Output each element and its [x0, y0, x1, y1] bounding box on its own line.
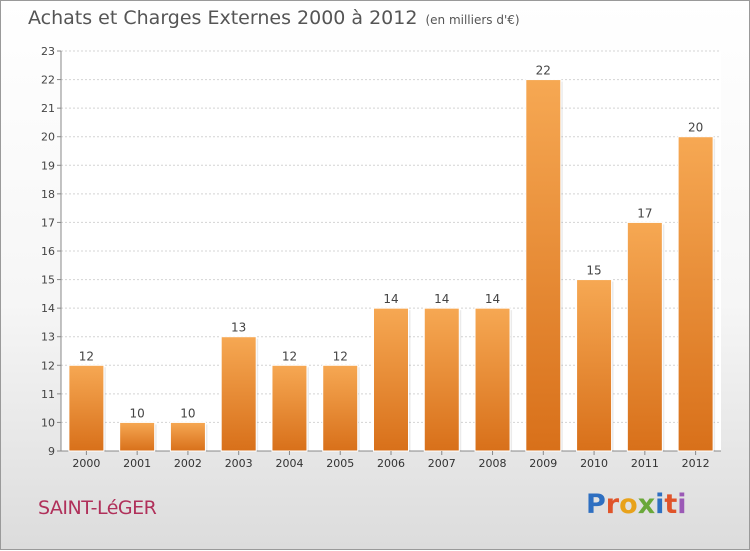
chart-title: Achats et Charges Externes 2000 à 2012 (e… — [28, 7, 520, 29]
place-name: SAINT-LéGER — [38, 497, 157, 519]
bar-2004 — [271, 364, 308, 452]
bar-2011 — [626, 221, 663, 452]
logo-letter: o — [619, 489, 638, 520]
x-tick-label: 2005 — [326, 457, 354, 470]
data-label: 12 — [333, 349, 348, 363]
data-label: 22 — [536, 64, 551, 78]
bar-2012 — [677, 136, 714, 452]
data-label: 15 — [586, 264, 601, 278]
data-label: 14 — [383, 292, 398, 306]
logo-letter: P — [586, 489, 606, 520]
logo-letter: r — [605, 489, 620, 520]
y-tick-label: 17 — [41, 216, 55, 229]
y-tick-label: 9 — [48, 445, 55, 458]
bar-2008 — [474, 307, 511, 452]
logo-letter: x — [637, 489, 656, 520]
x-tick-label: 2012 — [682, 457, 710, 470]
chart-title-text: Achats et Charges Externes 2000 à 2012 — [28, 7, 418, 29]
data-label: 20 — [688, 121, 703, 135]
y-tick-label: 12 — [41, 359, 55, 372]
x-tick-label: 2007 — [428, 457, 456, 470]
x-tick-label: 2011 — [631, 457, 659, 470]
bar-2010 — [576, 279, 613, 452]
x-tick-label: 2009 — [529, 457, 557, 470]
y-tick-label: 21 — [41, 102, 55, 115]
x-tick-label: 2008 — [479, 457, 507, 470]
y-tick-label: 14 — [41, 302, 55, 315]
y-tick-label: 19 — [41, 159, 55, 172]
logo-letter: i — [677, 489, 687, 520]
data-label: 14 — [434, 292, 449, 306]
bar-2003 — [220, 336, 257, 452]
data-label: 12 — [79, 349, 94, 363]
x-tick-label: 2000 — [72, 457, 100, 470]
y-tick-label: 16 — [41, 245, 55, 258]
y-tick-label: 18 — [41, 188, 55, 201]
y-tick-label: 23 — [41, 45, 55, 58]
bar-2007 — [423, 307, 460, 452]
bar-2005 — [322, 364, 359, 452]
x-tick-label: 2002 — [174, 457, 202, 470]
y-tick-label: 20 — [41, 131, 55, 144]
bar-2006 — [373, 307, 409, 452]
bar-2002 — [169, 421, 206, 452]
data-label: 17 — [637, 206, 652, 220]
x-tick-label: 2003 — [225, 457, 253, 470]
data-label: 13 — [231, 321, 246, 335]
bar-2000 — [68, 364, 105, 452]
logo-letter: t — [664, 489, 678, 520]
data-label: 10 — [180, 406, 195, 420]
x-tick-label: 2010 — [580, 457, 608, 470]
data-label: 12 — [282, 349, 297, 363]
chart-subtitle: (en milliers d'€) — [425, 13, 520, 27]
logo-letter: i — [655, 489, 665, 520]
x-tick-label: 2006 — [377, 457, 405, 470]
y-tick-label: 11 — [41, 388, 55, 401]
bar-2009 — [525, 79, 562, 452]
data-label: 10 — [130, 406, 145, 420]
x-tick-label: 2004 — [275, 457, 303, 470]
bar-2001 — [119, 421, 156, 452]
data-label: 14 — [485, 292, 500, 306]
y-tick-label: 22 — [41, 74, 55, 87]
y-tick-label: 13 — [41, 331, 55, 344]
y-tick-label: 15 — [41, 274, 55, 287]
x-tick-label: 2001 — [123, 457, 151, 470]
proxiti-logo: Proxiti — [586, 489, 687, 520]
y-tick-label: 10 — [41, 416, 55, 429]
